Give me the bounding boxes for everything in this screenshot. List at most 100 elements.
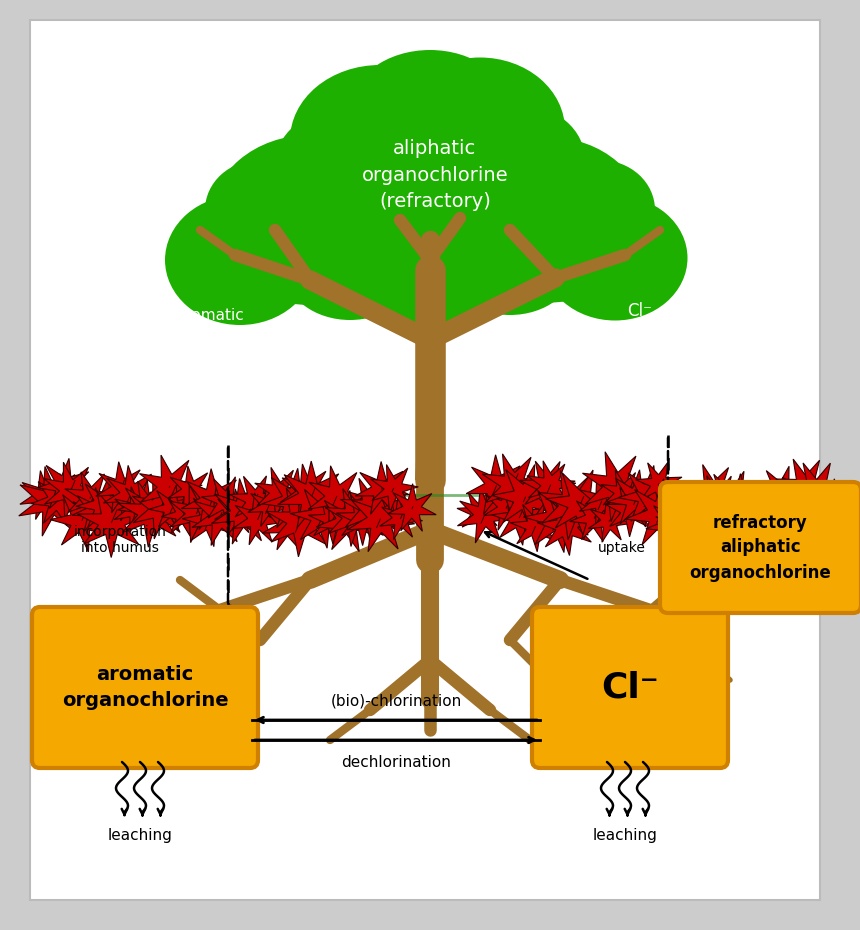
Ellipse shape [165,195,315,325]
Polygon shape [290,485,353,548]
Ellipse shape [210,135,410,305]
FancyBboxPatch shape [532,607,728,768]
Ellipse shape [445,215,575,315]
Polygon shape [458,487,513,543]
Polygon shape [510,503,560,551]
Text: aromatic
organochlorine: aromatic organochlorine [62,665,228,711]
Polygon shape [132,479,191,538]
Polygon shape [538,498,594,555]
Ellipse shape [275,110,405,220]
Polygon shape [230,476,281,526]
Polygon shape [336,495,389,546]
Polygon shape [580,477,626,525]
Polygon shape [31,473,83,525]
Ellipse shape [455,105,585,215]
Polygon shape [72,487,118,532]
Text: Cl⁻: Cl⁻ [628,302,653,320]
Polygon shape [700,498,758,554]
Polygon shape [545,470,614,538]
Polygon shape [309,498,356,544]
Polygon shape [44,462,100,520]
Polygon shape [685,465,742,523]
Polygon shape [793,487,850,545]
Ellipse shape [350,50,510,170]
Polygon shape [248,484,291,526]
Polygon shape [755,466,807,518]
Polygon shape [538,471,608,540]
Polygon shape [139,455,202,519]
Polygon shape [316,490,378,551]
Polygon shape [742,490,795,543]
Ellipse shape [290,100,570,300]
Polygon shape [646,498,700,551]
Text: leaching: leaching [593,828,657,843]
Ellipse shape [205,160,315,260]
Polygon shape [582,452,652,522]
Polygon shape [266,488,335,557]
Text: refractory
aliphatic
organochlorine: refractory aliphatic organochlorine [690,513,832,581]
Polygon shape [114,486,159,533]
Polygon shape [618,466,678,525]
Polygon shape [753,498,805,550]
Polygon shape [215,489,261,534]
Polygon shape [212,478,277,544]
Polygon shape [766,488,827,551]
Polygon shape [415,270,445,480]
FancyBboxPatch shape [32,607,258,768]
Polygon shape [341,478,403,540]
Polygon shape [786,463,847,523]
Text: Cl⁻: Cl⁻ [601,671,659,705]
Polygon shape [380,497,422,539]
Polygon shape [482,454,546,518]
Ellipse shape [543,195,687,321]
Ellipse shape [545,160,655,260]
Text: dechlorination: dechlorination [341,755,451,770]
Polygon shape [118,481,184,547]
Text: aliphatic
organochlorine
(refractory): aliphatic organochlorine (refractory) [362,139,508,211]
Polygon shape [232,493,285,545]
Text: aromatic
organochlorine: aromatic organochlorine [152,308,267,340]
Polygon shape [714,473,767,525]
Polygon shape [492,465,556,530]
Polygon shape [325,488,384,547]
Polygon shape [262,469,324,531]
Polygon shape [95,461,147,512]
FancyBboxPatch shape [30,20,820,900]
Polygon shape [347,485,415,551]
Polygon shape [76,477,130,532]
Polygon shape [181,469,243,529]
Polygon shape [605,487,656,537]
Polygon shape [77,490,146,557]
Polygon shape [457,492,501,535]
Polygon shape [182,494,234,547]
Polygon shape [64,472,118,525]
Polygon shape [38,458,90,512]
Polygon shape [607,470,664,527]
Ellipse shape [285,220,415,320]
Polygon shape [466,455,527,514]
Polygon shape [50,489,111,551]
Polygon shape [677,495,729,548]
Polygon shape [716,493,777,554]
Polygon shape [734,494,787,545]
Ellipse shape [345,210,515,330]
FancyBboxPatch shape [660,482,860,613]
Text: (bio)-chlorination: (bio)-chlorination [330,693,462,708]
Ellipse shape [290,65,470,215]
Polygon shape [280,464,335,519]
Polygon shape [492,491,545,545]
Polygon shape [636,462,682,508]
Polygon shape [278,461,346,528]
Ellipse shape [455,138,645,302]
Text: leaching: leaching [108,828,173,843]
Polygon shape [625,479,694,548]
Polygon shape [168,466,215,512]
Polygon shape [103,465,159,521]
Polygon shape [255,468,305,518]
Polygon shape [601,471,647,516]
Polygon shape [192,486,250,545]
Polygon shape [569,493,618,541]
Polygon shape [20,471,69,520]
Polygon shape [388,484,436,531]
Polygon shape [671,494,714,537]
